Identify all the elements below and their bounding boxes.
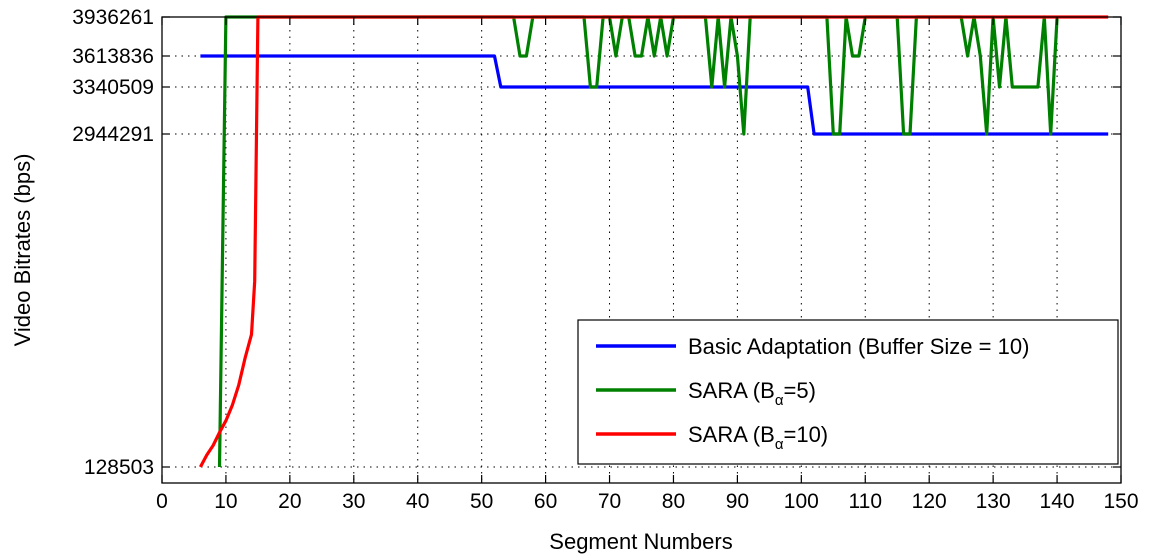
series-line-1 (200, 54, 1109, 136)
legend-label-3: SARA (Bα=10) (688, 422, 828, 453)
x-tick-label: 20 (278, 490, 301, 513)
x-tick-label: 60 (534, 490, 557, 513)
series-layer (198, 15, 1109, 468)
series-line-3 (198, 15, 1109, 468)
y-tick-label: 3613836 (72, 45, 154, 68)
series-line-2 (217, 15, 1059, 468)
plot-frame (161, 16, 1122, 484)
axes-layer: 0 10 20 30 40 50 60 70 80 90 100 110 120 130 140 150 128… (72, 6, 1138, 513)
x-tick-label: 130 (976, 490, 1011, 513)
x-tick-label: 150 (1103, 490, 1138, 513)
legend-label-1: Basic Adaptation (Buffer Size = 10) (688, 334, 1029, 359)
legend-box (577, 319, 1119, 465)
x-tick-label: 140 (1040, 490, 1075, 513)
y-tick-label: 2944291 (72, 123, 154, 146)
y-tick-label: 128503 (84, 456, 154, 479)
y-tick-label: 3340509 (72, 76, 154, 99)
x-tick-label: 120 (912, 490, 947, 513)
x-tick-label: 10 (214, 490, 237, 513)
x-tick-label: 70 (598, 490, 621, 513)
x-tick-label: 40 (406, 490, 429, 513)
x-tick-label: 100 (784, 490, 819, 513)
x-tick-label: 110 (849, 490, 882, 513)
y-tick-label: 3936261 (72, 6, 154, 29)
x-tick-label: 0 (156, 490, 168, 513)
x-axis-title: Segment Numbers (549, 529, 732, 554)
y-axis-title: Video Bitrates (bps) (10, 154, 35, 347)
x-tick-label: 30 (342, 490, 365, 513)
legend-layer: Basic Adaptation (Buffer Size = 10) SARA … (577, 319, 1119, 465)
legend-label-2: SARA (Bα=5) (688, 378, 816, 409)
x-tick-label: 80 (662, 490, 685, 513)
x-tick-label: 50 (470, 490, 493, 513)
x-tick-label: 90 (726, 490, 749, 513)
